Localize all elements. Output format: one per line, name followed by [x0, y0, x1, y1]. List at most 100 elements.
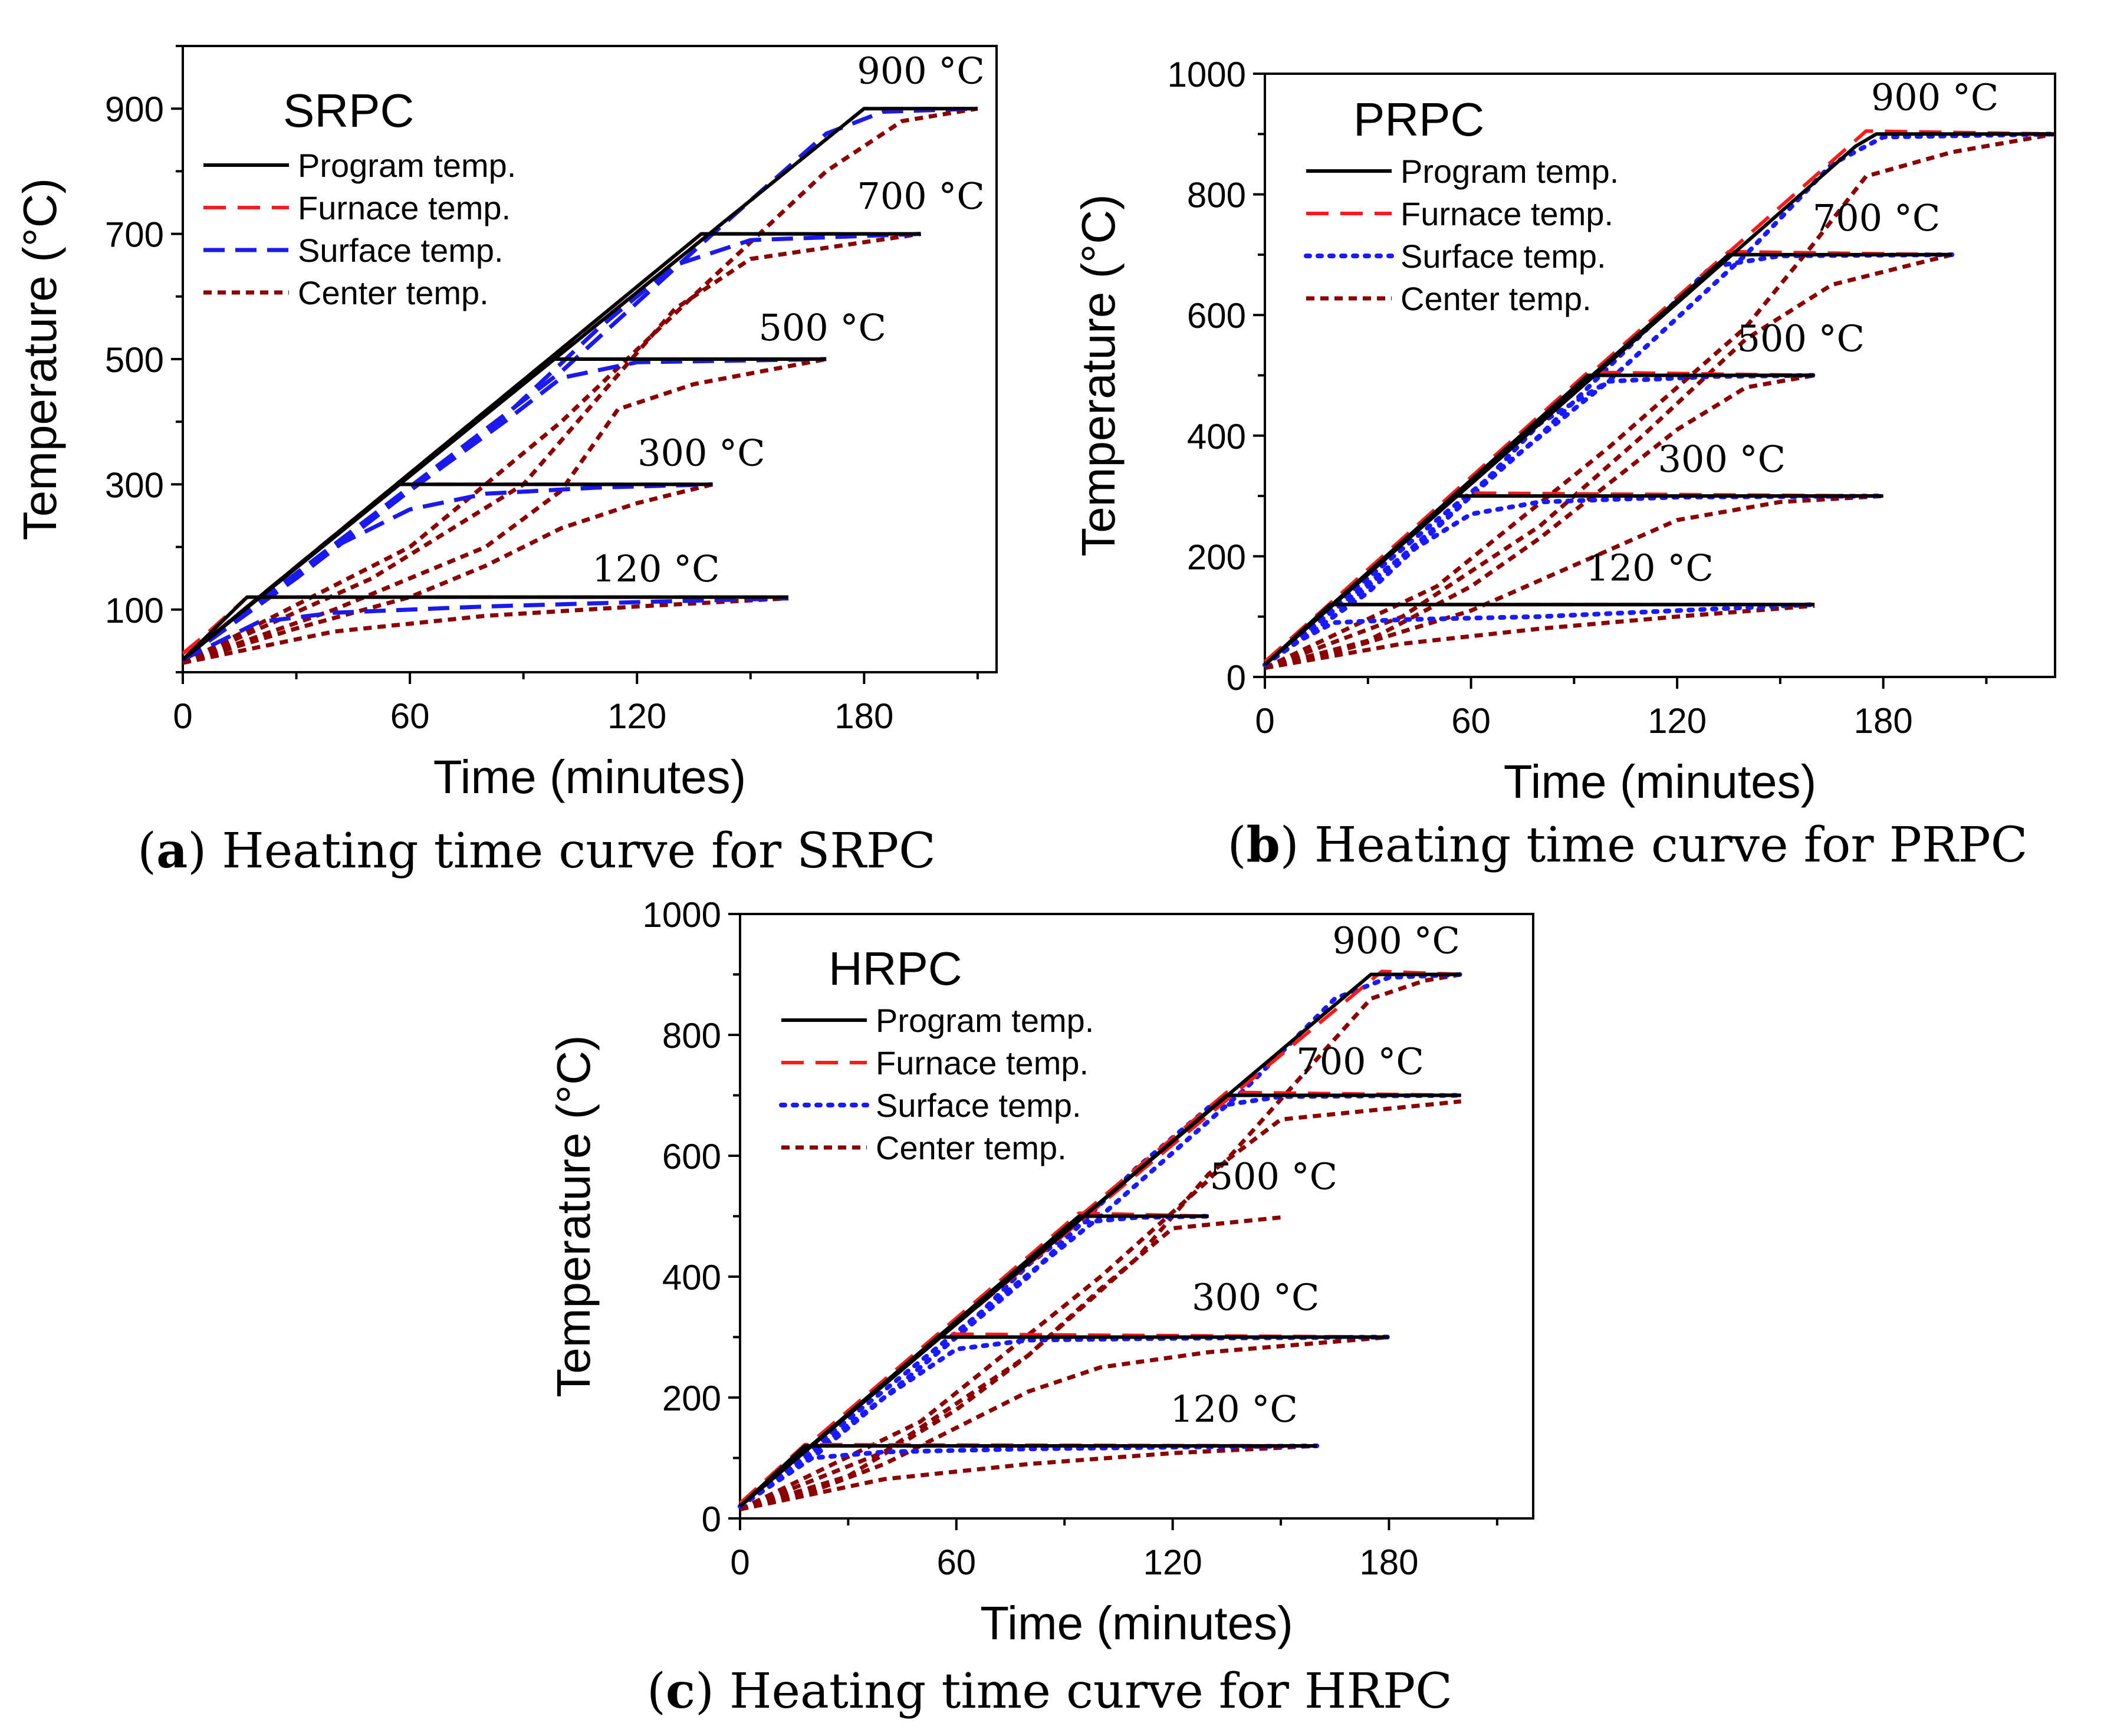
legend-label-program: Program temp. [298, 147, 516, 184]
series-center-line-5 [739, 972, 1462, 1511]
x-tick-label: 180 [1359, 1543, 1418, 1582]
target-temp-annotation: 300 °C [637, 432, 765, 475]
caption-c-text: Heating time curve for HRPC [729, 1663, 1452, 1719]
y-tick-label: 600 [662, 1137, 721, 1176]
series-center-line-2 [1264, 494, 1883, 670]
series-program-line-1 [181, 595, 788, 661]
target-temp-annotation: 900 °C [1871, 75, 1999, 119]
series-program-line-5 [182, 107, 978, 662]
x-tick-label: 60 [936, 1543, 976, 1582]
legend-label-center: Center temp. [1401, 280, 1592, 317]
x-tick-label: 0 [1255, 701, 1274, 741]
series-program-line-5 [1264, 132, 2055, 666]
caption-b-text: Heating time curve for PRPC [1314, 817, 2028, 873]
legend-label-program: Program temp. [876, 1002, 1094, 1039]
series-furnace-line-4 [182, 232, 921, 655]
y-tick-label: 900 [105, 90, 164, 129]
y-tick-label: 600 [1187, 296, 1246, 336]
legend-label-furnace: Furnace temp. [298, 189, 511, 226]
legend-label-furnace: Furnace temp. [1401, 195, 1613, 232]
x-tick-label: 180 [834, 696, 893, 736]
y-tick-label: 400 [1187, 417, 1246, 456]
y-tick-label: 400 [662, 1258, 721, 1297]
target-temp-annotation: 500 °C [758, 306, 886, 349]
series-center-line-4 [182, 232, 922, 665]
target-temp-annotation: 900 °C [857, 50, 985, 93]
y-tick-label: 200 [1187, 537, 1246, 577]
series-center-line-4 [739, 1099, 1462, 1511]
y-axis-label: Temperature (°C) [14, 178, 66, 540]
chart-c: 0 200 400 600 800 1000 0 60 120 180 Time (minutes)… [547, 895, 1534, 1649]
x-tick-label: 60 [1451, 701, 1491, 741]
series-center-line-2 [739, 1335, 1389, 1511]
y-tick-label: 0 [702, 1500, 721, 1539]
series-center-line-2 [182, 482, 714, 665]
x-axis-label: Time (minutes) [433, 751, 746, 803]
caption-b: (b) Heating time curve for PRPC [1227, 817, 2028, 873]
x-tick-label: 0 [730, 1543, 749, 1582]
series-center-line-1 [739, 1444, 1317, 1512]
legend-label-surface: Surface temp. [1401, 238, 1606, 275]
series-furnace-line-4 [739, 1090, 1461, 1505]
caption-b-letter: b [1246, 817, 1280, 873]
x-tick-label: 60 [390, 696, 430, 736]
series-center-line-5 [1264, 131, 2056, 670]
chart-title: PRPC [1353, 93, 1484, 146]
target-temp-annotation: 120 °C [1170, 1388, 1298, 1431]
y-tick-label: 1000 [643, 895, 721, 935]
legend: Program temp. Furnace temp. Surface temp. C… [779, 1002, 1094, 1166]
series-program-line-5 [739, 972, 1461, 1508]
legend-label-program: Program temp. [1401, 153, 1619, 190]
target-temp-annotation: 900 °C [1332, 919, 1460, 962]
chart-b: 0 200 400 600 800 1000 0 60 120 180 Time (minutes)… [1072, 55, 2057, 808]
chart-title: HRPC [829, 942, 962, 995]
series-surface-line-5 [1263, 131, 2057, 668]
legend-label-center: Center temp. [298, 274, 489, 311]
target-temp-annotation: 500 °C [1737, 317, 1865, 360]
target-temp-annotation: 120 °C [1586, 546, 1714, 589]
caption-c-letter: c [666, 1663, 695, 1719]
target-temp-annotation: 700 °C [1296, 1040, 1424, 1083]
series-center-line-1 [182, 596, 789, 665]
y-tick-label: 200 [662, 1379, 721, 1418]
caption-a-text: Heating time curve for SRPC [222, 823, 936, 879]
legend-label-center: Center temp. [876, 1129, 1067, 1166]
target-temp-annotation: 120 °C [592, 547, 720, 590]
legend-label-surface: Surface temp. [298, 232, 504, 269]
series-center-line-5 [182, 106, 978, 665]
target-temp-annotation: 300 °C [1658, 438, 1786, 481]
x-tick-label: 120 [1648, 701, 1707, 741]
legend-label-furnace: Furnace temp. [876, 1044, 1089, 1081]
series-center-line-1 [1264, 603, 1815, 670]
caption-a: (a) Heating time curve for SRPC [137, 823, 936, 879]
x-tick-label: 120 [607, 696, 666, 736]
series-surface-line-3 [181, 357, 827, 662]
legend: Program temp. Furnace temp. Surface temp. C… [1304, 153, 1619, 317]
x-tick-label: 0 [173, 696, 192, 736]
target-temp-annotation: 500 °C [1210, 1155, 1338, 1198]
series-center-line-3 [182, 357, 827, 665]
y-axis-label: Temperature (°C) [1072, 194, 1125, 556]
chart-title: SRPC [283, 84, 414, 137]
series-furnace-line-4 [1264, 249, 1952, 663]
series-surface-line-4 [181, 232, 921, 662]
y-tick-label: 300 [105, 465, 164, 505]
y-tick-label: 500 [105, 340, 164, 380]
target-temp-annotation: 700 °C [857, 175, 985, 218]
x-axis-label: Time (minutes) [1504, 755, 1816, 808]
y-tick-label: 700 [105, 215, 164, 255]
series-furnace-line-1 [738, 1442, 1317, 1505]
chart-a: 100 300 500 700 900 0 60 120 180 Time (minutes) Te… [14, 45, 998, 803]
x-tick-label: 180 [1854, 701, 1913, 741]
y-tick-label: 1000 [1168, 55, 1246, 94]
y-tick-label: 800 [662, 1016, 721, 1056]
series-center-line-4 [1264, 252, 1953, 670]
legend-label-surface: Surface temp. [876, 1087, 1081, 1124]
target-temp-annotation: 300 °C [1192, 1275, 1320, 1319]
series-surface-line-4 [1263, 252, 1955, 668]
x-axis-label: Time (minutes) [980, 1597, 1293, 1649]
y-tick-label: 800 [1187, 176, 1246, 215]
series-surface-line-2 [181, 482, 713, 662]
y-tick-label: 100 [105, 591, 164, 630]
